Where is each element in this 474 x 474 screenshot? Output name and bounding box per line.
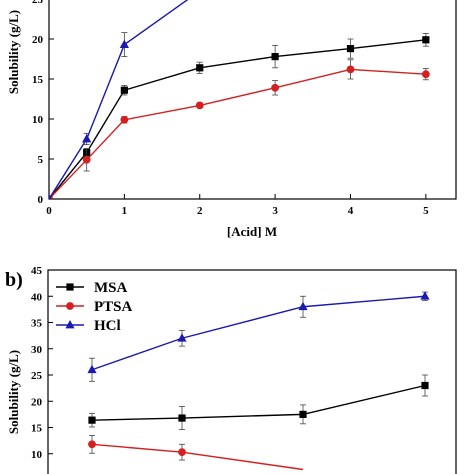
data-point [196, 64, 204, 72]
data-point [49, 194, 52, 199]
data-point [298, 301, 308, 311]
data-point [178, 414, 186, 422]
x-tick-label: 5 [423, 205, 429, 217]
data-point [88, 416, 96, 424]
data-point [82, 155, 91, 164]
y-tick-label: 0 [38, 194, 44, 206]
data-point [346, 65, 355, 74]
panel-b-label: b) [5, 269, 23, 291]
legend-label: HCl [94, 318, 121, 334]
series-line [49, 0, 189, 199]
series-line [49, 39, 426, 199]
legend-marker [66, 302, 74, 310]
y-tick-label: 25 [31, 370, 43, 382]
data-point [195, 101, 204, 110]
legend-label: MSA [94, 280, 128, 296]
legend-item-hcl: HCl [56, 318, 121, 334]
panel-a-chart: 0 1 2 3 4 5 0 5 10 15 20 25 [Acid] M Solubility (g/… [6, 0, 457, 239]
legend-label: PTSA [94, 299, 133, 315]
data-point [119, 39, 129, 48]
series-hcl [49, 0, 189, 199]
data-point [421, 381, 429, 390]
y-tick-label: 25 [32, 0, 44, 6]
legend-item-msa: MSA [56, 280, 128, 296]
y-tick-label: 10 [31, 449, 43, 461]
data-point [177, 333, 187, 342]
y-tick-label: 5 [38, 154, 44, 166]
data-point [88, 440, 96, 449]
series-line [49, 68, 426, 199]
series-line [91, 384, 426, 421]
data-point [178, 448, 186, 457]
y-tick-label: 35 [31, 318, 43, 330]
y-tick-label: 30 [31, 344, 43, 356]
y-tick-label: 15 [32, 74, 44, 86]
panel-b-chart: b) 10 15 20 25 30 35 40 45 Solubility (g/L) MSA… [5, 265, 457, 474]
data-point [421, 70, 430, 79]
legend-item-ptsa: PTSA [56, 299, 133, 315]
series-ptsa [88, 434, 304, 471]
series-line [91, 443, 304, 471]
data-point [346, 45, 355, 53]
series-line [91, 295, 426, 371]
data-point [82, 134, 92, 143]
panel-a-ylabel: Solubility (g/L) [6, 10, 21, 94]
y-tick-label: 20 [31, 396, 43, 408]
y-tick-label: 10 [32, 114, 44, 126]
y-tick-label: 15 [31, 423, 43, 435]
series-msa [88, 374, 429, 431]
x-tick-label: 1 [122, 205, 128, 217]
legend-marker [65, 320, 75, 329]
data-point [120, 86, 128, 94]
data-point [271, 53, 279, 61]
data-point [87, 364, 97, 374]
x-tick-label: 3 [272, 205, 278, 217]
panel-b-ylabel: Solubility (g/L) [6, 350, 21, 434]
data-point [271, 83, 280, 92]
series-msa [49, 33, 430, 199]
y-tick-label: 40 [31, 291, 43, 303]
data-point [422, 36, 430, 44]
series-hcl [87, 291, 430, 382]
data-point [299, 410, 307, 418]
x-tick-label: 4 [348, 205, 354, 217]
data-point [420, 291, 430, 300]
panel-b-legend: MSA PTSA HCl [56, 280, 133, 334]
x-tick-label: 0 [46, 205, 52, 217]
y-tick-label: 20 [32, 34, 44, 46]
panel-a-frame [48, 0, 457, 200]
legend-marker [66, 283, 74, 291]
panel-a-xlabel: [Acid] M [227, 224, 277, 239]
y-tick-label: 45 [31, 265, 43, 277]
series-ptsa [49, 59, 430, 199]
data-point [120, 115, 129, 124]
x-tick-label: 2 [197, 205, 203, 217]
